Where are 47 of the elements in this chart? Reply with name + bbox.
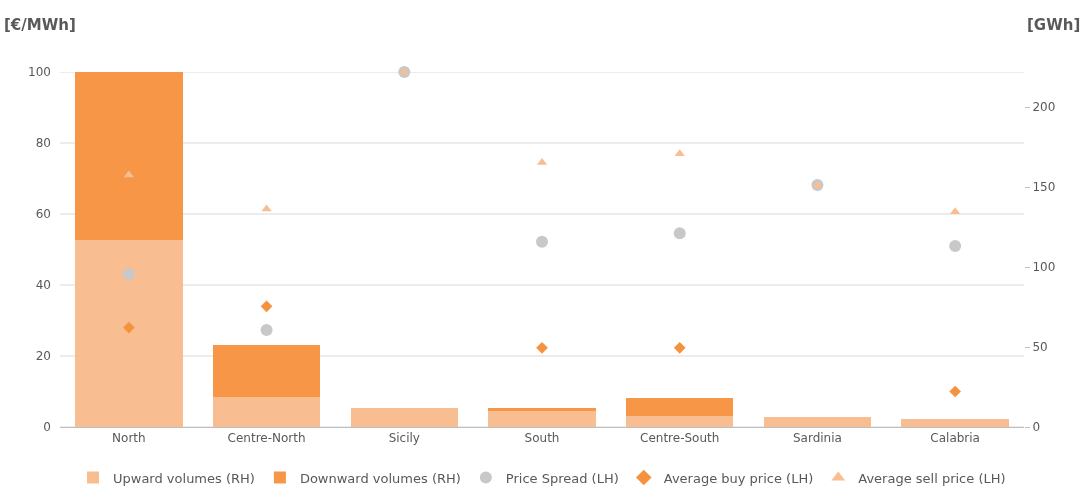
y2-tick-label: 0	[1032, 420, 1041, 435]
y-axis-title: [€/MWh]	[4, 16, 76, 34]
point	[949, 239, 962, 252]
y2-tick-label: 100	[1032, 260, 1056, 275]
bar	[763, 416, 872, 427]
point	[673, 227, 686, 240]
legend-label: Downward volumes (RH)	[299, 470, 461, 486]
y-tick-label: 60	[35, 207, 51, 222]
y-tick-label: 100	[28, 65, 51, 80]
legend-label: Average buy price (LH)	[663, 470, 814, 486]
point	[260, 300, 273, 313]
x-tick-label: Centre-South	[640, 431, 720, 446]
bar	[901, 419, 1009, 427]
y-tick-label: 20	[35, 349, 51, 364]
y2-tick-label: 150	[1032, 180, 1056, 195]
y-tick-label: 0	[43, 420, 51, 435]
x-tick-label: South	[524, 431, 560, 446]
y2-axis-title: [GWh]	[1027, 16, 1081, 34]
bar	[212, 345, 321, 397]
bar	[350, 407, 458, 427]
point	[536, 341, 548, 354]
x-tick-label: Calabria	[930, 431, 980, 446]
bar	[488, 408, 596, 412]
point	[261, 204, 272, 212]
y-tick-label: 40	[35, 278, 51, 293]
point	[123, 321, 135, 334]
legend-label: Price Spread (LH)	[505, 470, 619, 486]
y2-tick-label: 200	[1032, 100, 1056, 115]
legend-label: Average sell price (LH)	[858, 470, 1006, 486]
bar	[626, 398, 734, 416]
y2-tick-label: 50	[1032, 340, 1048, 355]
bar	[75, 72, 183, 240]
bar	[212, 396, 321, 427]
x-tick-label: Sardinia	[792, 431, 842, 446]
bar	[626, 415, 734, 427]
bar	[488, 411, 596, 427]
x-tick-label: Sicily	[388, 431, 420, 446]
point	[260, 324, 273, 337]
point	[536, 235, 548, 248]
bar	[75, 239, 183, 427]
point	[949, 385, 961, 398]
point	[673, 341, 686, 354]
x-tick-label: North	[112, 431, 146, 446]
x-tick-label: Centre-North	[227, 431, 306, 446]
legend-label: Upward volumes (RH)	[113, 470, 255, 486]
point	[122, 268, 135, 281]
y-tick-label: 80	[35, 136, 51, 151]
